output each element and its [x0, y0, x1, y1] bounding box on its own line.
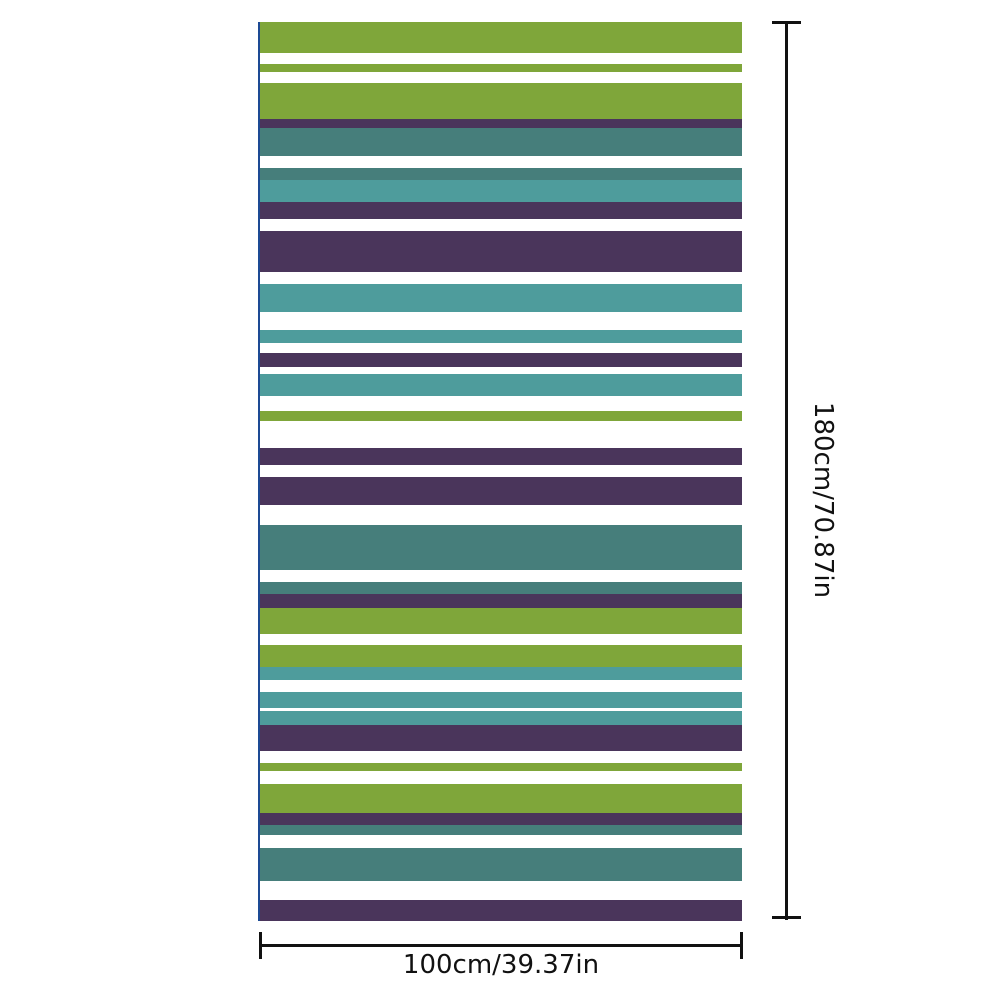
- stripe-green: [260, 83, 742, 119]
- width-dimension-cap-left: [259, 932, 262, 959]
- stripe-teal: [260, 374, 742, 396]
- width-label: 100cm/39.37in: [402, 950, 600, 980]
- stripe-green: [260, 411, 742, 421]
- stripe-teal: [260, 330, 742, 343]
- stripe-dark-teal: [260, 168, 742, 180]
- stripe-green: [260, 64, 742, 72]
- stripe-purple: [260, 231, 742, 272]
- stripe-teal: [260, 711, 742, 725]
- stripe-purple: [260, 119, 742, 128]
- stripe-purple: [260, 594, 742, 608]
- stripe-teal: [260, 180, 742, 202]
- stripe-purple: [260, 725, 742, 751]
- height-label: 180cm/70.87in: [808, 401, 838, 599]
- stripe-green: [260, 645, 742, 667]
- stripe-teal: [260, 284, 742, 312]
- stripe-green: [260, 763, 742, 771]
- stripe-dark-teal: [260, 825, 742, 835]
- striped-towel-image: [258, 22, 742, 921]
- stripe-dark-teal: [260, 848, 742, 881]
- stripe-purple: [260, 202, 742, 219]
- stripe-dark-teal: [260, 525, 742, 570]
- height-dimension-cap-top: [772, 21, 801, 24]
- stripe-dark-teal: [260, 582, 742, 594]
- width-dimension-line: [260, 944, 742, 947]
- stripe-teal: [260, 667, 742, 680]
- stripe-purple: [260, 477, 742, 505]
- width-dimension-cap-right: [740, 932, 743, 959]
- height-dimension-line: [785, 22, 788, 920]
- stripe-purple: [260, 448, 742, 465]
- stripe-purple: [260, 813, 742, 825]
- stripe-purple: [260, 900, 742, 921]
- stripe-dark-teal: [260, 128, 742, 156]
- stripe-green: [260, 608, 742, 634]
- stripe-teal: [260, 692, 742, 708]
- stripe-purple: [260, 353, 742, 367]
- stripe-green: [260, 784, 742, 813]
- height-dimension-cap-bottom: [772, 916, 801, 919]
- stripe-green: [260, 22, 742, 53]
